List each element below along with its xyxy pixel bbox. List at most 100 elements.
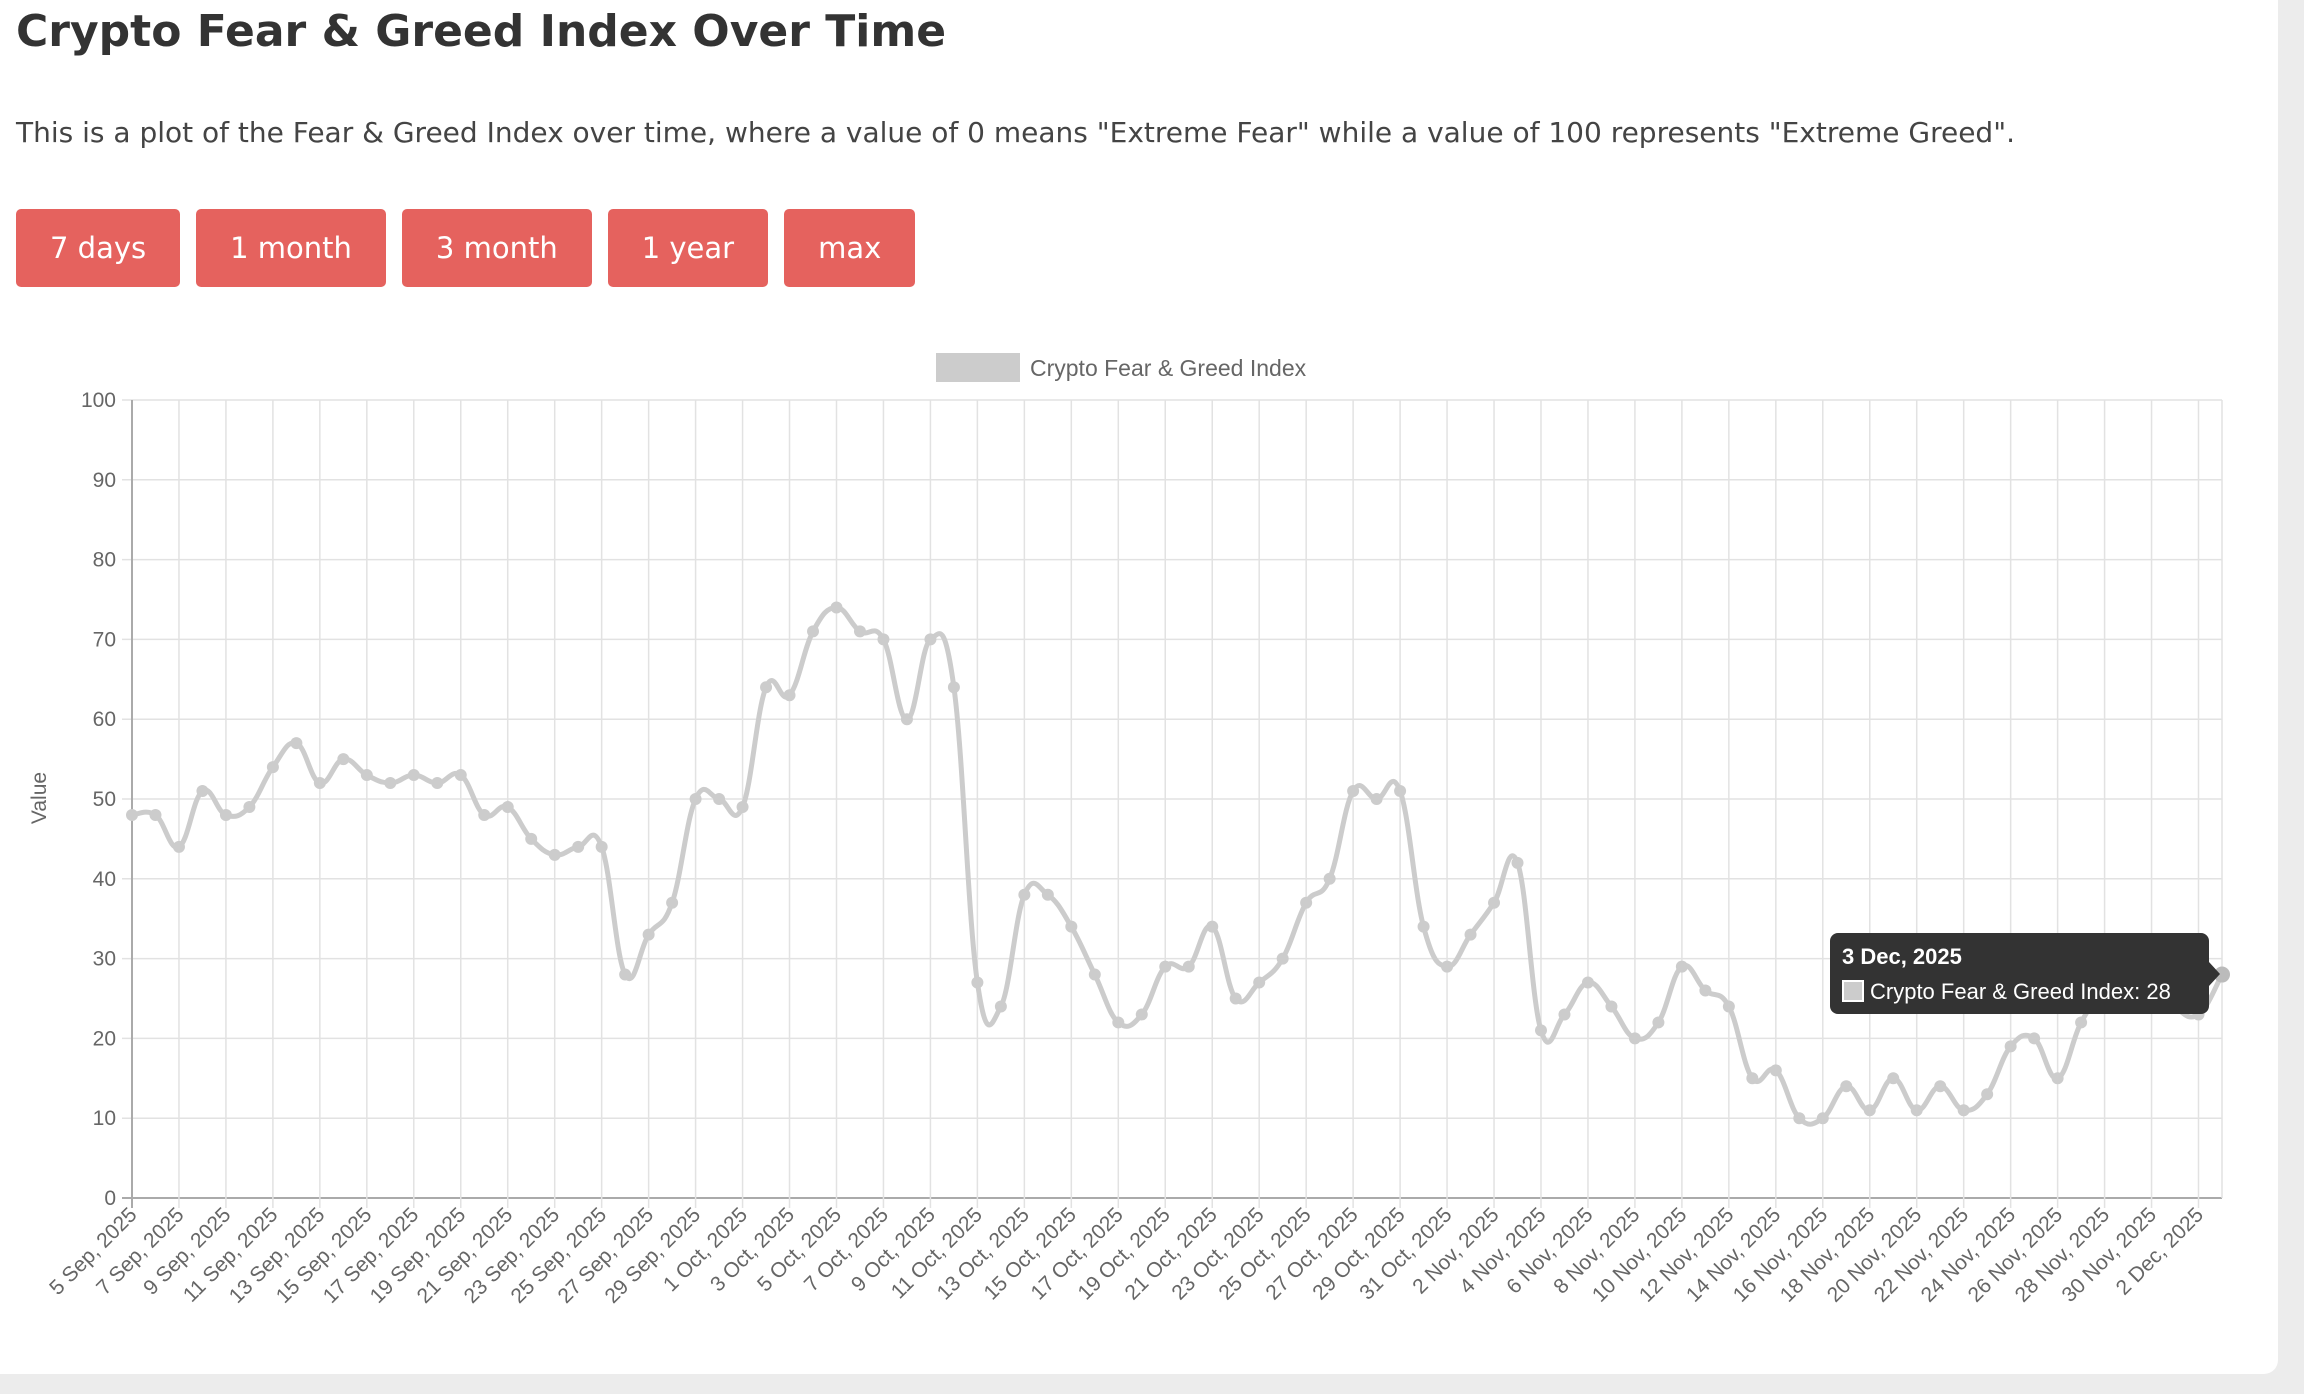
data-point[interactable]: [126, 808, 138, 821]
data-point[interactable]: [947, 681, 960, 694]
data-point[interactable]: [243, 800, 256, 813]
data-point[interactable]: [1863, 1104, 1876, 1117]
data-point[interactable]: [1652, 1016, 1665, 1029]
data-point[interactable]: [1769, 1064, 1782, 1077]
range-max-button[interactable]: max: [784, 209, 916, 287]
data-point[interactable]: [478, 808, 491, 821]
data-point[interactable]: [454, 769, 467, 782]
data-point[interactable]: [1746, 1072, 1759, 1085]
data-point[interactable]: [1722, 1000, 1735, 1013]
data-point[interactable]: [689, 793, 702, 805]
data-point[interactable]: [1323, 872, 1336, 885]
data-point[interactable]: [713, 793, 726, 805]
data-point[interactable]: [1229, 992, 1242, 1005]
data-point[interactable]: [1628, 1032, 1641, 1045]
data-point[interactable]: [501, 800, 514, 813]
y-tick-label: 30: [93, 948, 116, 971]
chart-legend[interactable]: Crypto Fear & Greed Index: [936, 353, 1307, 382]
data-point[interactable]: [149, 808, 162, 821]
data-point[interactable]: [1253, 976, 1266, 989]
range-1-month-button[interactable]: 1 month: [196, 209, 386, 287]
y-tick-label: 60: [93, 708, 116, 731]
y-tick-label: 40: [93, 868, 116, 891]
data-point[interactable]: [1675, 960, 1688, 973]
data-point[interactable]: [877, 633, 890, 646]
data-point[interactable]: [1300, 896, 1313, 909]
data-point[interactable]: [595, 840, 608, 853]
data-point[interactable]: [760, 681, 773, 694]
data-point[interactable]: [1887, 1072, 1900, 1085]
data-point[interactable]: [642, 928, 655, 941]
data-point[interactable]: [572, 840, 585, 853]
data-point[interactable]: [407, 769, 420, 782]
range-3-month-button[interactable]: 3 month: [401, 209, 592, 287]
data-point[interactable]: [830, 601, 843, 614]
data-point[interactable]: [971, 976, 984, 989]
data-point[interactable]: [1135, 1008, 1148, 1021]
data-point[interactable]: [736, 800, 749, 813]
data-point[interactable]: [360, 769, 373, 782]
data-point[interactable]: [1370, 793, 1383, 805]
data-point[interactable]: [900, 713, 913, 726]
data-point[interactable]: [924, 633, 937, 646]
data-point[interactable]: [525, 832, 538, 845]
data-point[interactable]: [1605, 1000, 1618, 1013]
page-title: Crypto Fear & Greed Index Over Time: [16, 6, 947, 57]
data-point[interactable]: [2004, 1040, 2017, 1053]
data-point[interactable]: [1018, 888, 1031, 901]
data-point[interactable]: [2214, 966, 2230, 983]
data-point[interactable]: [1816, 1112, 1829, 1125]
data-point[interactable]: [2051, 1072, 2064, 1085]
data-point[interactable]: [1417, 920, 1430, 933]
data-point[interactable]: [313, 777, 326, 790]
y-tick-label: 90: [93, 469, 116, 492]
data-point[interactable]: [666, 896, 679, 909]
data-point[interactable]: [1159, 960, 1172, 973]
data-point[interactable]: [1699, 984, 1712, 997]
data-point[interactable]: [1088, 968, 1101, 981]
legend-label: Crypto Fear & Greed Index: [1030, 355, 1307, 381]
data-point[interactable]: [1112, 1016, 1125, 1029]
data-point[interactable]: [1065, 920, 1078, 933]
y-tick-label: 0: [104, 1187, 116, 1210]
data-point[interactable]: [1581, 976, 1594, 989]
data-point[interactable]: [2028, 1032, 2041, 1045]
data-point[interactable]: [337, 753, 350, 766]
data-point[interactable]: [1910, 1104, 1923, 1117]
data-point[interactable]: [1558, 1008, 1571, 1021]
data-point[interactable]: [219, 808, 232, 821]
data-point[interactable]: [1464, 928, 1477, 941]
data-point[interactable]: [1981, 1088, 1994, 1101]
data-point[interactable]: [290, 737, 303, 750]
data-point[interactable]: [384, 777, 397, 790]
data-point[interactable]: [266, 761, 279, 774]
data-point[interactable]: [1441, 960, 1454, 973]
data-point[interactable]: [2075, 1016, 2088, 1029]
data-point[interactable]: [619, 968, 632, 981]
range-7-days-button[interactable]: 7 days: [16, 209, 181, 287]
data-point[interactable]: [853, 625, 866, 638]
data-point[interactable]: [1534, 1024, 1547, 1037]
data-point[interactable]: [1957, 1104, 1970, 1117]
data-point[interactable]: [1347, 785, 1360, 798]
data-point[interactable]: [1394, 785, 1407, 798]
data-point[interactable]: [1488, 896, 1501, 909]
range-1-year-button[interactable]: 1 year: [607, 209, 769, 287]
data-point[interactable]: [1041, 888, 1054, 901]
data-point[interactable]: [1206, 920, 1219, 933]
data-point[interactable]: [172, 840, 185, 853]
data-point[interactable]: [1276, 952, 1289, 965]
data-point[interactable]: [1840, 1080, 1853, 1093]
data-point[interactable]: [783, 689, 796, 702]
data-point[interactable]: [994, 1000, 1007, 1013]
y-tick-label: 50: [93, 788, 116, 811]
data-point[interactable]: [1182, 960, 1195, 973]
data-point[interactable]: [1511, 856, 1524, 869]
data-point[interactable]: [548, 848, 561, 861]
data-point[interactable]: [1793, 1112, 1806, 1125]
data-point[interactable]: [196, 785, 209, 798]
data-point[interactable]: [807, 625, 820, 638]
data-point[interactable]: [431, 777, 444, 790]
data-point[interactable]: [1934, 1080, 1947, 1093]
